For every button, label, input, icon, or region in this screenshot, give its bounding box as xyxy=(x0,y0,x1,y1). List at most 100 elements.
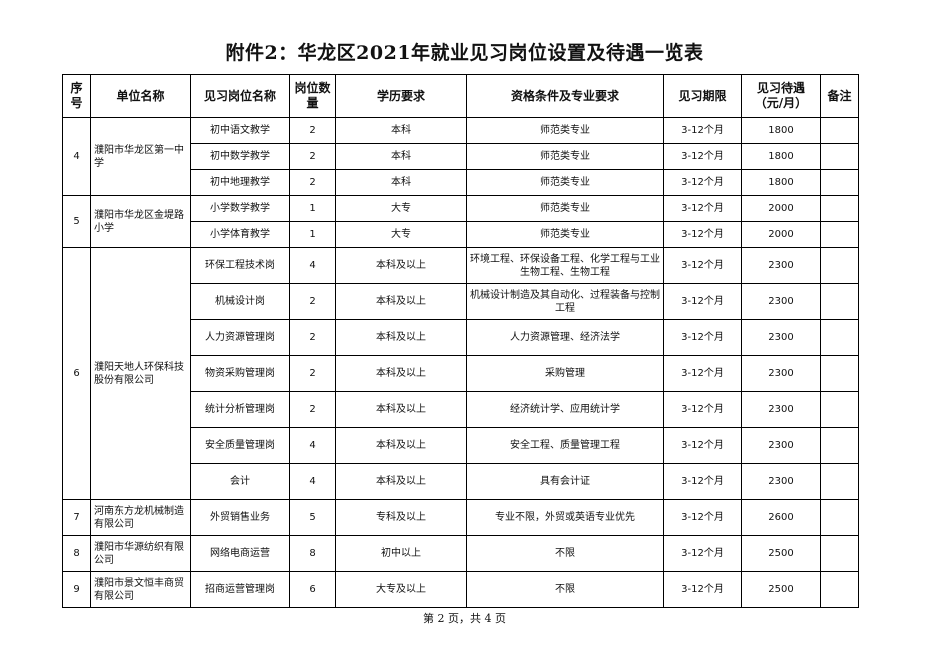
table-row: 初中数学教学 2 本科 师范类专业 3-12个月 1800 xyxy=(63,143,859,170)
position-count: 4 xyxy=(289,427,336,464)
header-requirements: 资格条件及专业要求 xyxy=(466,74,664,118)
position-name: 招商运营管理岗 xyxy=(190,571,290,608)
monthly-pay: 2300 xyxy=(741,391,821,428)
positions-table: 序号 单位名称 见习岗位名称 岗位数量 学历要求 资格条件及专业要求 见习期限 见习待遇（元/… xyxy=(62,74,859,608)
table-row: 8 濮阳市华源纺织有限公司 网络电商运营 8 初中以上 不限 3-12个月 2500 xyxy=(62,535,859,572)
qualification-requirement: 具有会计证 xyxy=(466,463,664,500)
qualification-requirement: 师范类专业 xyxy=(466,221,664,248)
position-count: 2 xyxy=(289,117,336,144)
education-requirement: 本科 xyxy=(335,143,467,170)
education-requirement: 本科及以上 xyxy=(335,247,467,284)
header-education: 学历要求 xyxy=(335,74,467,118)
header-position-name: 见习岗位名称 xyxy=(190,74,290,118)
position-count: 8 xyxy=(289,535,336,572)
internship-period: 3-12个月 xyxy=(663,143,742,170)
table-row: 统计分析管理岗 2 本科及以上 经济统计学、应用统计学 3-12个月 2300 xyxy=(63,391,859,428)
table-row: 人力资源管理岗 2 本科及以上 人力资源管理、经济法学 3-12个月 2300 xyxy=(63,319,859,356)
header-pay: 见习待遇（元/月） xyxy=(741,74,821,118)
monthly-pay: 2300 xyxy=(741,427,821,464)
header-unit-name: 单位名称 xyxy=(90,74,191,118)
position-count: 2 xyxy=(289,169,336,196)
note xyxy=(820,535,859,572)
position-count: 2 xyxy=(289,143,336,170)
unit-number: 7 xyxy=(62,499,91,536)
header-count: 岗位数量 xyxy=(289,74,336,118)
note xyxy=(820,195,859,222)
monthly-pay: 1800 xyxy=(741,117,821,144)
education-requirement: 本科及以上 xyxy=(335,355,467,392)
qualification-requirement: 环境工程、环保设备工程、化学工程与工业生物工程、生物工程 xyxy=(466,247,664,284)
note xyxy=(820,463,859,500)
header-note: 备注 xyxy=(820,74,859,118)
note xyxy=(820,221,859,248)
education-requirement: 初中以上 xyxy=(335,535,467,572)
unit-number: 6 xyxy=(62,247,91,500)
education-requirement: 本科及以上 xyxy=(335,391,467,428)
internship-period: 3-12个月 xyxy=(663,117,742,144)
qualification-requirement: 不限 xyxy=(466,571,664,608)
qualification-requirement: 师范类专业 xyxy=(466,117,664,144)
position-count: 5 xyxy=(289,499,336,536)
qualification-requirement: 不限 xyxy=(466,535,664,572)
education-requirement: 本科及以上 xyxy=(335,283,467,320)
education-requirement: 本科 xyxy=(335,169,467,196)
internship-period: 3-12个月 xyxy=(663,195,742,222)
position-count: 1 xyxy=(289,195,336,222)
qualification-requirement: 安全工程、质量管理工程 xyxy=(466,427,664,464)
header-row: 序号 单位名称 见习岗位名称 岗位数量 学历要求 资格条件及专业要求 见习期限 见习待遇（元/… xyxy=(62,74,859,118)
position-count: 2 xyxy=(289,355,336,392)
position-name: 机械设计岗 xyxy=(190,283,290,320)
monthly-pay: 2300 xyxy=(741,319,821,356)
monthly-pay: 2300 xyxy=(741,247,821,284)
position-name: 统计分析管理岗 xyxy=(190,391,290,428)
qualification-requirement: 师范类专业 xyxy=(466,195,664,222)
education-requirement: 本科及以上 xyxy=(335,319,467,356)
unit-name: 濮阳天地人环保科技股份有限公司 xyxy=(90,247,191,500)
position-name: 人力资源管理岗 xyxy=(190,319,290,356)
position-name: 初中语文教学 xyxy=(190,117,290,144)
position-name: 小学体育教学 xyxy=(190,221,290,248)
unit-name: 濮阳市华龙区第一中学 xyxy=(90,117,191,196)
internship-period: 3-12个月 xyxy=(663,571,742,608)
note xyxy=(820,247,859,284)
internship-period: 3-12个月 xyxy=(663,499,742,536)
note xyxy=(820,499,859,536)
table-row: 会计 4 本科及以上 具有会计证 3-12个月 2300 xyxy=(63,463,859,500)
header-no: 序号 xyxy=(62,74,91,118)
internship-period: 3-12个月 xyxy=(663,247,742,284)
table-row: 安全质量管理岗 4 本科及以上 安全工程、质量管理工程 3-12个月 2300 xyxy=(63,427,859,464)
qualification-requirement: 人力资源管理、经济法学 xyxy=(466,319,664,356)
education-requirement: 本科及以上 xyxy=(335,463,467,500)
position-count: 4 xyxy=(289,247,336,284)
monthly-pay: 2500 xyxy=(741,535,821,572)
education-requirement: 本科 xyxy=(335,117,467,144)
position-name: 物资采购管理岗 xyxy=(190,355,290,392)
education-requirement: 本科及以上 xyxy=(335,427,467,464)
unit-number: 9 xyxy=(62,571,91,608)
unit-number: 4 xyxy=(62,117,91,196)
note xyxy=(820,283,859,320)
monthly-pay: 2600 xyxy=(741,499,821,536)
position-count: 2 xyxy=(289,319,336,356)
page-title: 附件2：华龙区2021年就业见习岗位设置及待遇一览表 xyxy=(225,42,704,64)
table-row: 6 濮阳天地人环保科技股份有限公司 环保工程技术岗 4 本科及以上 环境工程、环保设备工程… xyxy=(62,247,859,500)
monthly-pay: 2300 xyxy=(741,283,821,320)
position-name: 初中地理教学 xyxy=(190,169,290,196)
page-number: 第 2 页，共 4 页 xyxy=(423,612,506,625)
table-row: 物资采购管理岗 2 本科及以上 采购管理 3-12个月 2300 xyxy=(63,355,859,392)
position-count: 2 xyxy=(289,391,336,428)
qualification-requirement: 经济统计学、应用统计学 xyxy=(466,391,664,428)
education-requirement: 大专 xyxy=(335,221,467,248)
table-row: 5 濮阳市华龙区金堤路小学 小学数学教学 1 大专 师范类专业 3-12个月 2000 xyxy=(62,195,859,248)
internship-period: 3-12个月 xyxy=(663,391,742,428)
unit-name: 濮阳市景文恒丰商贸有限公司 xyxy=(90,571,191,608)
position-name: 安全质量管理岗 xyxy=(190,427,290,464)
position-name: 会计 xyxy=(190,463,290,500)
position-name: 初中数学教学 xyxy=(190,143,290,170)
note xyxy=(820,427,859,464)
note xyxy=(820,143,859,170)
internship-period: 3-12个月 xyxy=(663,535,742,572)
unit-number: 5 xyxy=(62,195,91,248)
qualification-requirement: 师范类专业 xyxy=(466,169,664,196)
table-row: 小学体育教学 1 大专 师范类专业 3-12个月 2000 xyxy=(63,221,859,248)
